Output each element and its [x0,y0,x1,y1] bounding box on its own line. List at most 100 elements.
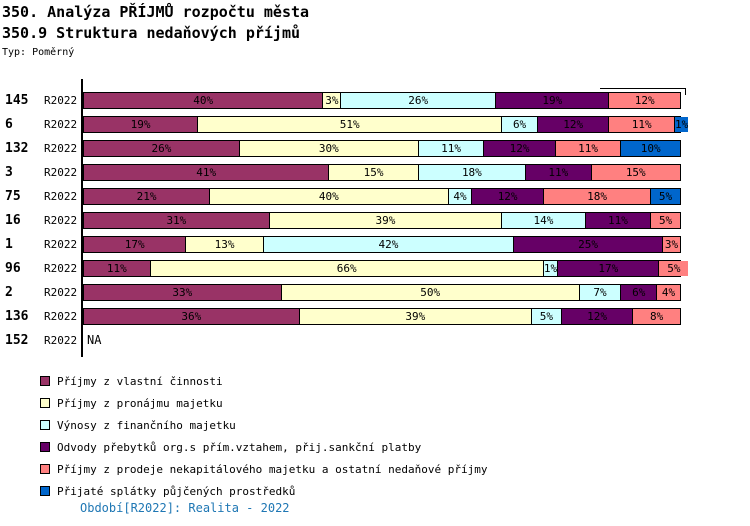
chart-row: 1 R2022 17% 13% 42% 25% 3% [0,236,750,253]
segment-label: 11% [578,142,599,155]
bar-segment: 11% [84,261,150,276]
row-period-label: R2022 [44,118,78,131]
bar-segment: 33% [84,285,281,300]
segment-label: 11% [441,142,461,155]
segment-label: 31% [166,214,187,227]
y-axis-line [81,79,83,357]
legend-item-label: Výnosy z finančního majetku [57,419,236,432]
bar-segment: 42% [262,237,514,252]
legend-item-label: Příjmy z pronájmu majetku [57,397,223,410]
bar-segment: 31% [84,213,269,228]
segment-label: 10% [640,142,661,155]
stacked-bar: 36% 39% 5% 12% 8% [83,308,681,325]
segment-label: 18% [587,190,607,203]
segment-label: 7% [593,286,607,299]
segment-label: 5% [658,214,673,227]
na-label: NA [87,333,102,347]
bar-segment: 40% [84,93,323,108]
segment-label: 17% [124,238,145,251]
bar-segment: 26% [84,141,239,156]
bar-segment: 12% [471,189,543,204]
chart-row: 2 R2022 33% 50% 7% 6% 4% [0,284,750,301]
segment-label: 51% [339,118,360,131]
segment-label: 39% [405,310,426,323]
bar-segment: 25% [513,237,663,252]
stacked-bar: 19% 51% 6% 12% 11% 1% [83,116,689,133]
bar-segment: 5% [650,213,680,228]
chart-row: 145 R2022 40% 3% 26% 19% 12% [0,92,750,109]
bar-segment: 18% [417,165,526,180]
row-id-label: 3 [5,165,13,180]
segment-label: 5% [658,190,673,203]
stacked-bar: 26% 30% 11% 12% 11% 10% [83,140,681,157]
segment-label: 26% [408,94,429,107]
chart-row: 16 R2022 31% 39% 14% 11% 5% [0,212,750,229]
bar-segment: 19% [84,117,198,132]
bar-segment: 26% [340,93,496,108]
segment-label: 8% [650,310,664,323]
segment-label: 5% [667,262,681,275]
row-period-label: R2022 [44,142,78,155]
segment-label: 15% [363,166,384,179]
bar-segment: 11% [608,117,674,132]
row-id-label: 132 [5,141,29,156]
row-period-label: R2022 [44,166,78,179]
segment-label: 50% [420,286,441,299]
bar-segment: 8% [632,309,680,324]
bar-segment: 3% [322,93,341,108]
bar-segment: 17% [84,237,186,252]
legend-color-swatch [40,442,50,452]
segment-label: 42% [378,238,399,251]
bar-segment: 3% [662,237,680,252]
segment-label: 12% [634,94,655,107]
bar-segment: 39% [268,213,502,228]
segment-label: 30% [318,142,339,155]
segment-label: 14% [533,214,554,227]
row-period-label: R2022 [44,310,78,323]
segment-label: 41% [196,166,217,179]
legend-color-swatch [40,376,50,386]
bar-segment: 11% [554,141,621,156]
segment-label: 36% [181,310,202,323]
row-id-label: 136 [5,309,29,324]
row-period-label: R2022 [44,286,78,299]
segment-label: 1% [543,262,558,275]
segment-label: 19% [130,118,151,131]
legend-item-label: Přijaté splátky půjčených prostředků [57,485,296,498]
row-id-label: 6 [5,117,13,132]
segment-label: 1% [675,118,689,131]
page-title: 350. Analýza PŘÍJMŮ rozpočtu města [2,3,310,21]
row-id-label: 2 [5,285,13,300]
segment-label: 11% [631,118,652,131]
chart-row: 6 R2022 19% 51% 6% 12% 11% 1% [0,116,750,133]
bar-segment: 36% [84,309,299,324]
segment-label: 4% [453,190,467,203]
stacked-bar: 21% 40% 4% 12% 18% 5% [83,188,681,205]
chart-row: 3 R2022 41% 15% 18% 11% 15% [0,164,750,181]
row-period-label: R2022 [44,238,78,251]
row-id-label: 16 [5,213,21,228]
bar-segment: 15% [328,165,418,180]
bar-segment: 1% [542,261,558,276]
segment-label: 39% [375,214,396,227]
footer-period-label: Období[R2022]: Realita - 2022 [80,501,290,515]
segment-label: 40% [193,94,214,107]
stacked-bar: 17% 13% 42% 25% 3% [83,236,681,253]
segment-label: 26% [151,142,172,155]
row-id-label: 152 [5,333,29,348]
stacked-bar: 40% 3% 26% 19% 12% [83,92,681,109]
chart-type-label: Typ: Poměrný [2,47,75,58]
chart-row: 75 R2022 21% 40% 4% 12% 18% 5% [0,188,750,205]
page-subtitle: 350.9 Struktura nedaňových příjmů [2,24,301,42]
legend-item-label: Odvody přebytků org.s přím.vztahem, přij… [57,441,422,454]
row-period-label: R2022 [44,262,78,275]
bar-segment: 11% [417,141,484,156]
segment-label: 6% [512,118,527,131]
bar-segment: 50% [280,285,579,300]
segment-label: 33% [172,286,193,299]
chart-row: 132 R2022 26% 30% 11% 12% 11% 10% [0,140,750,157]
bar-segment: 7% [578,285,621,300]
row-id-label: 96 [5,261,21,276]
stacked-bar: 41% 15% 18% 11% 15% [83,164,681,181]
bar-segment: 5% [530,309,561,324]
